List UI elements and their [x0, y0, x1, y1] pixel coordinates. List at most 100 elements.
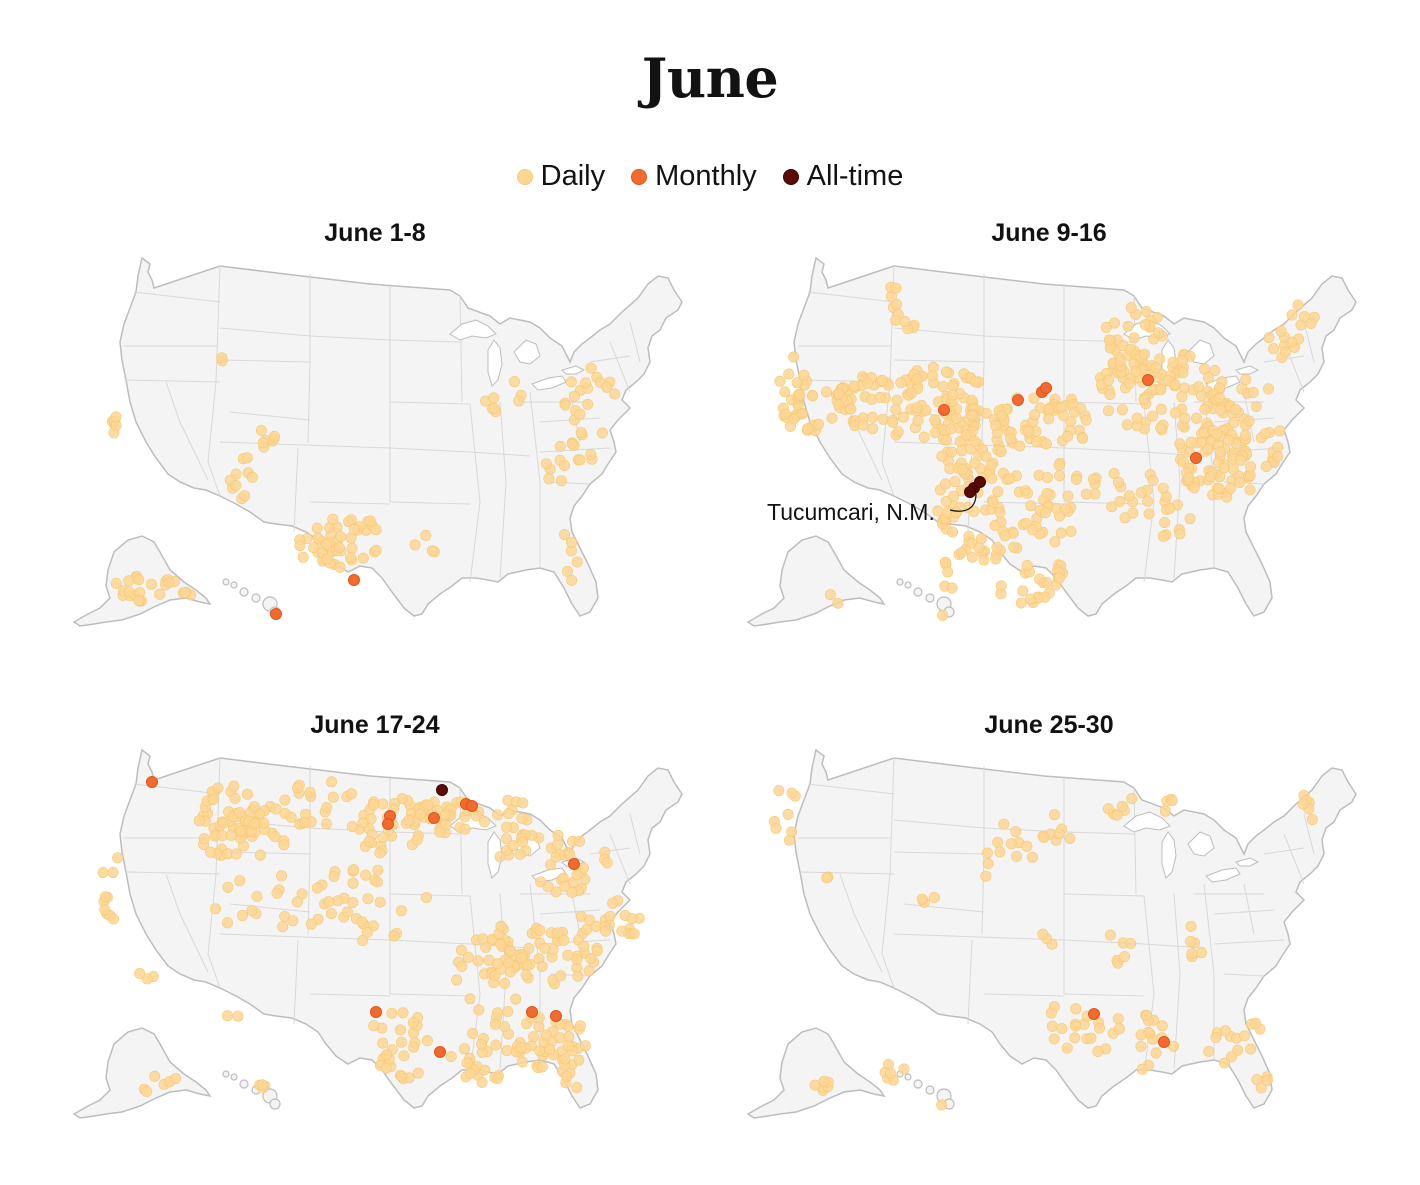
daily-record-dot	[1041, 472, 1053, 484]
state-border	[589, 355, 631, 363]
hawaii-island	[896, 578, 904, 586]
daily-record-dot	[890, 404, 902, 416]
daily-record-dot	[1159, 805, 1171, 817]
daily-record-dot	[229, 792, 241, 804]
monthly-record-dot	[466, 800, 478, 812]
state-border	[1283, 833, 1305, 885]
daily-record-dot	[1093, 1022, 1105, 1034]
daily-record-dot	[1214, 446, 1226, 458]
daily-record-dot	[412, 1067, 424, 1079]
daily-record-dot	[345, 788, 357, 800]
daily-record-dot	[607, 897, 619, 909]
daily-record-dot	[995, 580, 1007, 592]
daily-record-dot	[1026, 851, 1038, 863]
daily-record-dot	[1053, 459, 1065, 471]
daily-record-dot	[228, 780, 240, 792]
state-border	[389, 339, 461, 343]
daily-record-dot	[601, 857, 613, 869]
daily-record-dot	[292, 782, 304, 794]
daily-record-dot	[502, 1005, 514, 1017]
daily-record-dot	[583, 965, 595, 977]
daily-record-dot	[1213, 392, 1225, 404]
daily-record-dot	[1021, 487, 1033, 499]
daily-record-dot	[1202, 372, 1214, 384]
daily-record-dot	[421, 1035, 433, 1047]
state-border	[839, 873, 883, 973]
daily-record-dot	[458, 1043, 470, 1055]
daily-record-dot	[1211, 428, 1223, 440]
daily-record-dot	[320, 538, 332, 550]
state-border	[469, 451, 531, 457]
daily-record-dot	[523, 943, 535, 955]
daily-record-dot	[1038, 831, 1050, 843]
state-border	[1243, 883, 1255, 935]
daily-record-dot	[377, 832, 389, 844]
daily-record-dot	[461, 1057, 473, 1069]
great-lake	[1187, 831, 1215, 857]
state-border	[1063, 447, 1145, 453]
daily-record-dot	[1080, 488, 1092, 500]
daily-record-dot	[600, 925, 612, 937]
daily-record-dot	[1140, 305, 1152, 317]
daily-record-dot	[867, 411, 879, 423]
legend-label-daily: Daily	[540, 160, 606, 192]
daily-record-dot	[1102, 374, 1114, 386]
daily-record-dot	[396, 793, 408, 805]
hawaii-island	[222, 578, 230, 586]
daily-record-dot	[456, 960, 468, 972]
state-border	[389, 447, 471, 453]
daily-record-dot	[367, 799, 379, 811]
daily-record-dot	[857, 419, 869, 431]
daily-record-dot	[980, 870, 992, 882]
daily-record-dot	[1141, 1009, 1153, 1021]
daily-record-dot	[325, 908, 337, 920]
daily-dot-icon	[516, 168, 533, 185]
daily-record-dot	[786, 787, 798, 799]
daily-record-dot	[277, 921, 289, 933]
daily-record-dot	[276, 870, 288, 882]
daily-record-dot	[561, 1070, 573, 1082]
daily-record-dot	[222, 1010, 234, 1022]
daily-record-dot	[154, 588, 166, 600]
daily-record-dot	[944, 463, 956, 475]
daily-record-dot	[1262, 383, 1274, 395]
daily-record-dot	[601, 381, 613, 393]
daily-record-dot	[297, 551, 309, 563]
daily-record-dot	[949, 476, 961, 488]
state-border	[881, 873, 895, 989]
daily-record-dot	[539, 942, 551, 954]
monthly-record-dot	[1088, 1008, 1100, 1020]
state-border	[165, 873, 209, 973]
state-border	[469, 403, 481, 503]
daily-record-dot	[467, 1027, 479, 1039]
daily-record-dot	[1062, 490, 1074, 502]
daily-record-dot	[499, 977, 511, 989]
daily-record-dot	[566, 574, 578, 586]
state-border	[629, 813, 641, 855]
daily-record-dot	[1060, 503, 1072, 515]
daily-record-dot	[968, 505, 980, 517]
daily-record-dot	[312, 532, 324, 544]
daily-record-dot	[341, 906, 353, 918]
daily-record-dot	[559, 1053, 571, 1065]
daily-record-dot	[566, 438, 578, 450]
hawaii-island	[269, 1098, 281, 1110]
daily-record-dot	[824, 589, 836, 601]
state-border	[309, 501, 391, 505]
daily-record-dot	[540, 458, 552, 470]
daily-record-dot	[1279, 346, 1291, 358]
daily-record-dot	[361, 927, 373, 939]
daily-record-dot	[491, 958, 503, 970]
monthly-record-dot	[428, 812, 440, 824]
great-lake	[449, 319, 497, 341]
daily-record-dot	[571, 1081, 583, 1093]
monthly-record-dot	[1040, 382, 1052, 394]
hawaii-island	[230, 1073, 238, 1081]
daily-record-dot	[791, 377, 803, 389]
daily-record-dot	[1039, 507, 1051, 519]
hawaii-island	[230, 581, 238, 589]
state-border	[983, 993, 1065, 997]
daily-record-dot	[1306, 814, 1318, 826]
state-border	[889, 757, 895, 875]
daily-record-dot	[833, 388, 845, 400]
